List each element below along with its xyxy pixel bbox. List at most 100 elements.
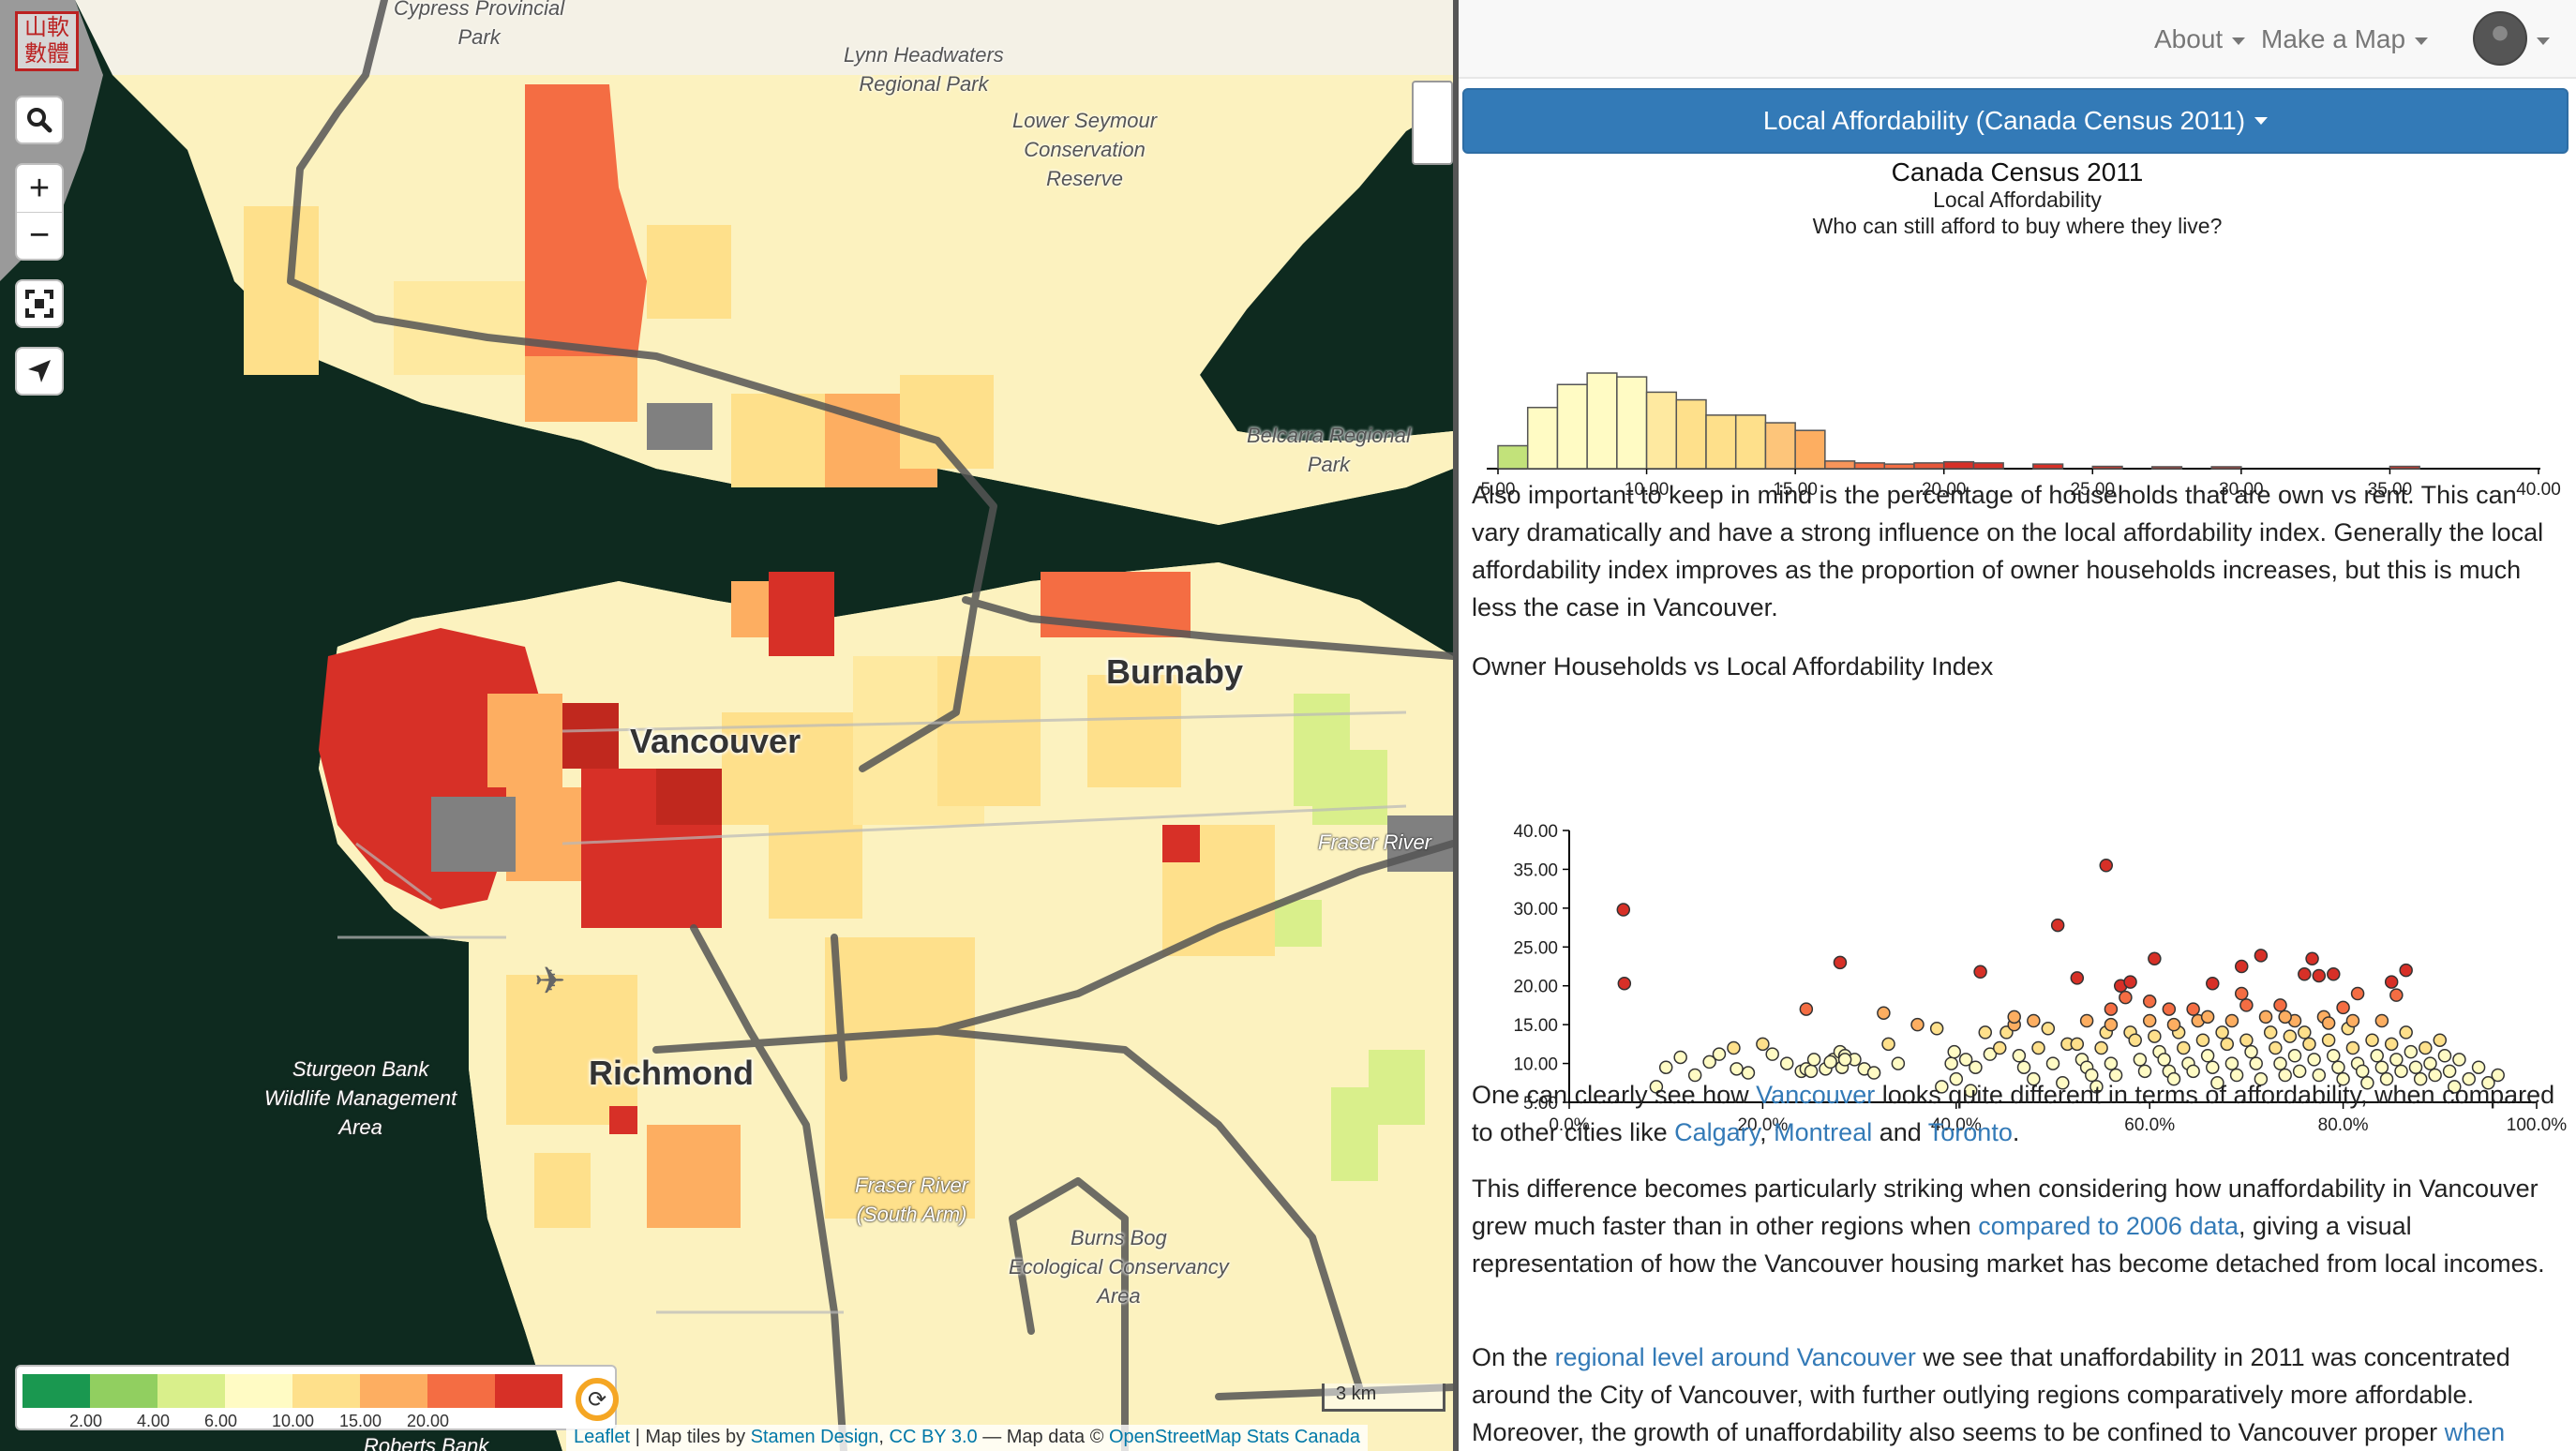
scatter-point[interactable] <box>1881 1037 1895 1052</box>
scatter-point[interactable] <box>2094 1040 2108 1055</box>
locate-button[interactable] <box>15 347 64 396</box>
scatter-point[interactable] <box>1712 1047 1727 1061</box>
scatter-point[interactable] <box>2177 1040 2191 1055</box>
scatter-point[interactable] <box>2327 1049 2341 1063</box>
scatter-point[interactable] <box>1969 1060 1983 1074</box>
scatter-point[interactable] <box>2157 1053 2171 1067</box>
zoom-out-button[interactable]: − <box>17 212 62 259</box>
histogram-bar[interactable] <box>1586 372 1618 470</box>
scatter-point[interactable] <box>1891 1056 1906 1070</box>
scatter-point[interactable] <box>2331 1060 2345 1074</box>
scatter-point[interactable] <box>1779 1056 1794 1070</box>
scatter-point[interactable] <box>2041 1022 2056 1036</box>
histogram-bar[interactable] <box>2210 466 2242 470</box>
scatter-point[interactable] <box>2186 1064 2200 1079</box>
scatter-point[interactable] <box>2481 1076 2495 1090</box>
histogram-bar[interactable] <box>1497 444 1529 470</box>
scatter-point[interactable] <box>2336 1000 2350 1015</box>
scatter-point[interactable] <box>2108 1068 2123 1083</box>
histogram-bar[interactable] <box>2032 463 2064 470</box>
scatter-point[interactable] <box>2007 1010 2021 1025</box>
scatter-point[interactable] <box>1756 1037 1770 1052</box>
scatter-point[interactable] <box>2133 1053 2148 1067</box>
owner-vs-affordability-scatter[interactable]: 0.0% 20.0% 40.0% 60.0% 80.0% 100.0% 5.00 10.00 1… <box>1459 727 2576 1140</box>
nav-about-dropdown[interactable]: About <box>2154 24 2246 54</box>
link-montreal[interactable]: Montreal <box>1774 1118 1873 1146</box>
histogram-bar[interactable] <box>1675 398 1707 470</box>
user-menu-caret[interactable] <box>2537 24 2550 54</box>
scatter-point[interactable] <box>2278 1068 2292 1083</box>
scatter-point[interactable] <box>2050 918 2065 933</box>
scatter-point[interactable] <box>2287 1049 2302 1063</box>
scatter-point[interactable] <box>2389 1053 2404 1067</box>
choropleth-map[interactable]: ✈ 山軟數體 Cypress Provincial Park Lynn Head… <box>0 0 1453 1451</box>
scatter-point[interactable] <box>2448 1080 2462 1094</box>
scatter-point[interactable] <box>2016 1060 2031 1074</box>
link-when[interactable]: when <box>2444 1418 2506 1446</box>
map-search-button[interactable] <box>15 96 64 144</box>
histogram-bar[interactable] <box>1734 414 1767 470</box>
scatter-point[interactable] <box>2254 949 2269 963</box>
scatter-point[interactable] <box>2142 995 2157 1009</box>
histogram-bar[interactable] <box>1616 376 1648 470</box>
scatter-point[interactable] <box>2491 1068 2505 1083</box>
scatter-point[interactable] <box>2031 1040 2045 1055</box>
scatter-point[interactable] <box>2408 1060 2423 1074</box>
scatter-point[interactable] <box>2263 1025 2278 1040</box>
panel-resize-handle[interactable] <box>1412 81 1453 165</box>
scatter-point[interactable] <box>2360 1076 2374 1090</box>
scatter-point[interactable] <box>1649 1080 1664 1094</box>
scatter-point[interactable] <box>2312 968 2327 983</box>
scatter-point[interactable] <box>1687 1068 1702 1083</box>
histogram-bar[interactable] <box>1705 414 1737 470</box>
scatter-point[interactable] <box>1833 955 1848 970</box>
scatter-point[interactable] <box>2273 1056 2287 1070</box>
scatter-point[interactable] <box>2321 1016 2336 1030</box>
scatter-point[interactable] <box>2428 1068 2442 1083</box>
legend-refresh-button[interactable]: ⟳ <box>576 1378 619 1421</box>
scatter-point[interactable] <box>1866 1066 1881 1080</box>
scatter-point[interactable] <box>1935 1080 1949 1094</box>
link-2006-data[interactable]: compared to 2006 data <box>1978 1212 2239 1240</box>
scatter-point[interactable] <box>2206 1060 2220 1074</box>
scatter-point[interactable] <box>1973 965 1987 980</box>
scatter-point[interactable] <box>2298 1025 2312 1040</box>
scatter-point[interactable] <box>2045 1056 2060 1070</box>
layer-select-dropdown[interactable]: Local Affordability (Canada Census 2011) <box>1462 88 2569 154</box>
scatter-point[interactable] <box>2239 998 2254 1012</box>
histogram-bar[interactable] <box>1645 391 1678 470</box>
scatter-point[interactable] <box>2200 1010 2215 1025</box>
scatter-point[interactable] <box>2283 1029 2298 1043</box>
scatter-point[interactable] <box>2085 1068 2099 1083</box>
histogram-bar[interactable] <box>1526 406 1559 470</box>
scatter-point[interactable] <box>1727 1040 1741 1055</box>
scatter-point[interactable] <box>2234 959 2249 974</box>
license-link[interactable]: CC BY 3.0 <box>889 1427 978 1447</box>
scatter-point[interactable] <box>1929 1022 1944 1036</box>
scatter-point[interactable] <box>2399 1025 2413 1040</box>
scatter-point[interactable] <box>2384 975 2399 989</box>
scatter-point[interactable] <box>2413 1071 2428 1086</box>
scatter-point[interactable] <box>2345 1040 2360 1055</box>
histogram-bar[interactable] <box>1853 462 1886 470</box>
scatter-point[interactable] <box>2099 859 2114 873</box>
scatter-point[interactable] <box>2374 1013 2389 1028</box>
scatter-point[interactable] <box>1823 1055 1837 1070</box>
scatter-point[interactable] <box>2104 1002 2119 1016</box>
panel-divider[interactable] <box>1453 0 1459 1451</box>
scatter-point[interactable] <box>1944 1056 1958 1070</box>
scatter-point[interactable] <box>2056 1076 2070 1090</box>
zoom-in-button[interactable]: + <box>28 168 51 208</box>
histogram-bar[interactable] <box>2091 465 2123 470</box>
scatter-point[interactable] <box>2195 1033 2210 1047</box>
histogram-bar[interactable] <box>2150 466 2183 470</box>
scatter-point[interactable] <box>2336 1071 2350 1086</box>
scatter-point[interactable] <box>2258 1010 2273 1025</box>
link-vancouver[interactable]: Vancouver <box>1756 1081 1876 1109</box>
scatter-point[interactable] <box>2224 1056 2239 1070</box>
user-avatar-icon[interactable] <box>2473 11 2527 66</box>
scatter-point[interactable] <box>1964 1084 1978 1098</box>
histogram-bar[interactable] <box>1972 462 2004 470</box>
scatter-point[interactable] <box>1949 1071 1964 1086</box>
statscan-link[interactable]: Stats Canada <box>1246 1427 1360 1447</box>
